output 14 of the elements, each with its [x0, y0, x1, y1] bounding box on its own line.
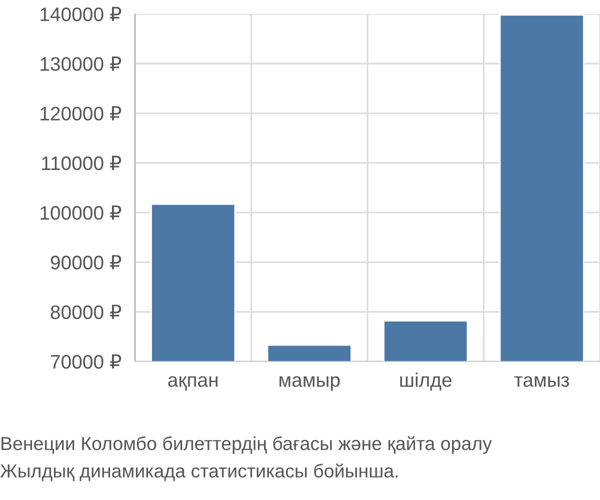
y-tick-label: 120000 ₽: [40, 106, 122, 121]
x-tick-label: ақпан: [168, 376, 218, 391]
y-tick-label: 90000 ₽: [50, 255, 122, 270]
text: Жылдық динамикада статистикасы бойынша.: [0, 464, 398, 482]
x-tick-label: мамыр: [280, 376, 340, 391]
y-tick-label: 80000 ₽: [50, 304, 122, 320]
y-tick-label: 140000 ₽: [40, 6, 122, 22]
x-tick-label: шілде: [400, 372, 452, 391]
text: Венеции Коломбо билеттердің бағасы және қайта оралу: [2, 436, 492, 454]
y-tick-label: 110000 ₽: [42, 156, 122, 170]
y-tick-label: 70000 ₽: [50, 354, 122, 369]
y-tick-label: 130000 ₽: [40, 56, 122, 71]
x-tick-label: тамыз: [514, 376, 570, 387]
y-tick-label: 100000 ₽: [40, 205, 122, 220]
